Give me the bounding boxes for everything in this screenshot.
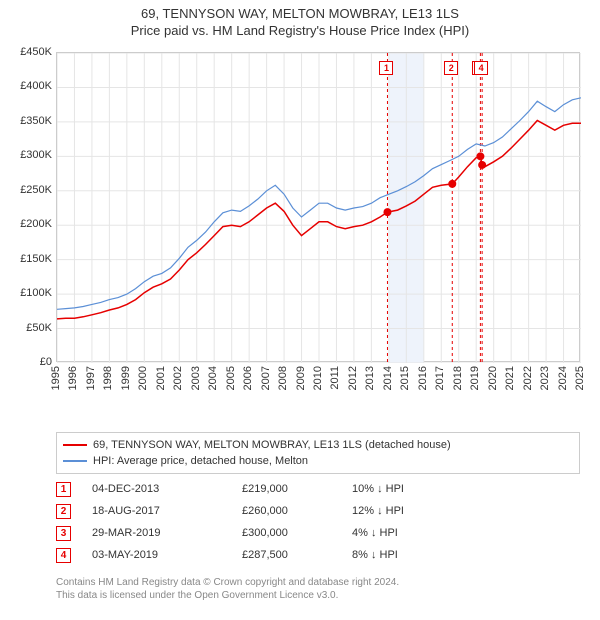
sale-price: £300,000 [242, 527, 352, 539]
sale-delta: 10% ↓ HPI [352, 483, 580, 495]
legend-swatch [63, 460, 87, 462]
sale-delta: 8% ↓ HPI [352, 549, 580, 561]
x-tick-label: 2020 [487, 366, 499, 390]
x-tick-label: 2004 [207, 366, 219, 390]
x-tick-label: 1997 [85, 366, 97, 390]
x-tick-label: 2016 [417, 366, 429, 390]
x-tick-label: 2000 [137, 366, 149, 390]
x-tick-label: 2002 [172, 366, 184, 390]
sale-marker-label: 4 [474, 61, 488, 75]
footer-attribution: Contains HM Land Registry data © Crown c… [56, 576, 580, 602]
sale-date: 18-AUG-2017 [92, 505, 242, 517]
x-tick-label: 2006 [242, 366, 254, 390]
footer-line1: Contains HM Land Registry data © Crown c… [56, 576, 580, 589]
x-tick-label: 2024 [557, 366, 569, 390]
x-tick-label: 2019 [469, 366, 481, 390]
x-tick-label: 2013 [364, 366, 376, 390]
y-tick-label: £100K [4, 287, 52, 299]
sale-price: £260,000 [242, 505, 352, 517]
x-tick-label: 2009 [295, 366, 307, 390]
x-tick-label: 2017 [434, 366, 446, 390]
legend-item: HPI: Average price, detached house, Melt… [63, 453, 573, 469]
title-subtitle: Price paid vs. HM Land Registry's House … [0, 23, 600, 38]
sale-delta: 12% ↓ HPI [352, 505, 580, 517]
chart-area: £0 £50K £100K £150K £200K £250K £300K £350K £400… [0, 44, 600, 424]
sale-date: 04-DEC-2013 [92, 483, 242, 495]
sale-marker-label: 1 [379, 61, 393, 75]
legend-label: HPI: Average price, detached house, Melt… [93, 455, 308, 467]
chart-titles: 69, TENNYSON WAY, MELTON MOWBRAY, LE13 1… [0, 0, 600, 38]
page-container: 69, TENNYSON WAY, MELTON MOWBRAY, LE13 1… [0, 0, 600, 620]
sale-delta: 4% ↓ HPI [352, 527, 580, 539]
x-tick-label: 2022 [522, 366, 534, 390]
x-tick-label: 2012 [347, 366, 359, 390]
legend-label: 69, TENNYSON WAY, MELTON MOWBRAY, LE13 1… [93, 439, 451, 451]
title-address: 69, TENNYSON WAY, MELTON MOWBRAY, LE13 1… [0, 6, 600, 21]
sale-date: 29-MAR-2019 [92, 527, 242, 539]
x-tick-label: 2010 [312, 366, 324, 390]
y-tick-label: £300K [4, 149, 52, 161]
legend-swatch [63, 444, 87, 446]
y-tick-label: £450K [4, 46, 52, 58]
y-tick-label: £400K [4, 80, 52, 92]
sales-table: 1 04-DEC-2013£219,00010% ↓ HPI 2 18-AUG-201… [56, 478, 580, 566]
x-tick-label: 2023 [539, 366, 551, 390]
footer-line2: This data is licensed under the Open Gov… [56, 589, 580, 602]
sale-date: 03-MAY-2019 [92, 549, 242, 561]
legend-item: 69, TENNYSON WAY, MELTON MOWBRAY, LE13 1… [63, 437, 573, 453]
x-tick-label: 1999 [120, 366, 132, 390]
sale-number-marker: 3 [56, 526, 71, 541]
plot-area [56, 52, 580, 362]
sales-row: 3 29-MAR-2019£300,0004% ↓ HPI [56, 522, 580, 544]
y-tick-label: £200K [4, 218, 52, 230]
sale-marker-label: 2 [444, 61, 458, 75]
sales-row: 1 04-DEC-2013£219,00010% ↓ HPI [56, 478, 580, 500]
x-tick-label: 2008 [277, 366, 289, 390]
sale-number-marker: 1 [56, 482, 71, 497]
sale-price: £287,500 [242, 549, 352, 561]
y-tick-label: £250K [4, 184, 52, 196]
x-tick-label: 2003 [190, 366, 202, 390]
sale-number-marker: 2 [56, 504, 71, 519]
x-tick-label: 1996 [67, 366, 79, 390]
x-tick-label: 2007 [260, 366, 272, 390]
x-tick-label: 2001 [155, 366, 167, 390]
x-tick-label: 2005 [225, 366, 237, 390]
x-tick-label: 1995 [50, 366, 62, 390]
x-tick-label: 2014 [382, 366, 394, 390]
legend: 69, TENNYSON WAY, MELTON MOWBRAY, LE13 1… [56, 432, 580, 474]
x-tick-label: 1998 [102, 366, 114, 390]
chart-svg [57, 53, 581, 363]
x-tick-label: 2011 [329, 366, 341, 390]
x-tick-label: 2015 [399, 366, 411, 390]
sale-number-marker: 4 [56, 548, 71, 563]
y-tick-label: £350K [4, 115, 52, 127]
x-tick-label: 2018 [452, 366, 464, 390]
sale-price: £219,000 [242, 483, 352, 495]
y-tick-label: £50K [4, 322, 52, 334]
sales-row: 2 18-AUG-2017£260,00012% ↓ HPI [56, 500, 580, 522]
sales-row: 4 03-MAY-2019£287,5008% ↓ HPI [56, 544, 580, 566]
y-tick-label: £150K [4, 253, 52, 265]
x-tick-label: 2025 [574, 366, 586, 390]
y-tick-label: £0 [4, 356, 52, 368]
x-tick-label: 2021 [504, 366, 516, 390]
